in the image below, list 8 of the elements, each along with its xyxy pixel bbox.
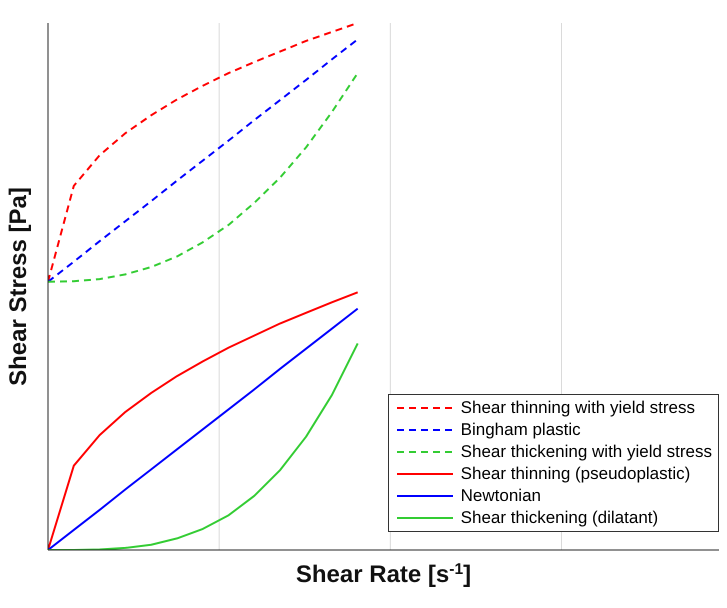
legend-label: Shear thinning with yield stress	[460, 397, 695, 419]
legend-label: Newtonian	[460, 485, 541, 507]
legend-label: Shear thickening with yield stress	[460, 441, 712, 463]
legend-label: Shear thinning (pseudoplastic)	[460, 463, 690, 485]
x-axis-title: Shear Rate [s$^{-1}$]	[296, 560, 472, 588]
y-axis-title: Shear Stress [Pa]	[5, 187, 32, 386]
legend-label: Shear thickening (dilatant)	[460, 507, 658, 529]
legend-label: Bingham plastic	[460, 419, 581, 441]
